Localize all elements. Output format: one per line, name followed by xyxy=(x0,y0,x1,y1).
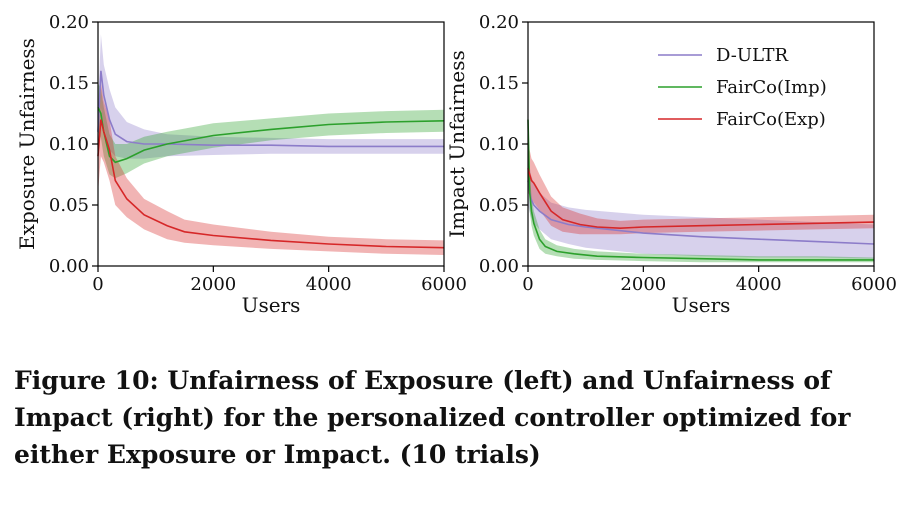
y-tick-label: 0.15 xyxy=(479,73,519,94)
x-tick-label: 6000 xyxy=(421,274,467,295)
x-tick-label: 0 xyxy=(92,274,103,295)
series-line-d-ultr xyxy=(97,70,444,148)
legend-label-fairco-exp: FairCo(Exp) xyxy=(716,109,826,130)
x-tick-label: 2000 xyxy=(190,274,236,295)
series-line-d-ultr xyxy=(527,180,875,245)
x-tick-label: 2000 xyxy=(620,274,666,295)
y-tick-label: 0.20 xyxy=(49,12,89,33)
figure-caption: Figure 10: Unfairness of Exposure (left)… xyxy=(14,366,851,469)
plot-area xyxy=(527,95,875,263)
chart-right: 0 2000 4000 6000 0.00 0.05 0.10 0.15 0.20 Users Im… xyxy=(445,12,897,317)
x-axis-label: Users xyxy=(672,293,731,317)
chart-left: 0 2000 4000 6000 0.00 0.05 0.10 0.15 0.20 Users Ex… xyxy=(15,12,467,317)
y-tick-label: 0.05 xyxy=(49,195,89,216)
legend: D-ULTR FairCo(Imp) FairCo(Exp) xyxy=(658,45,827,130)
y-tick-label: 0.10 xyxy=(49,134,89,155)
band-fairco-imp xyxy=(98,83,444,179)
x-axis-label: Users xyxy=(242,293,301,317)
x-tick-label: 6000 xyxy=(851,274,897,295)
plot-area xyxy=(97,34,445,255)
y-tick-label: 0.00 xyxy=(49,256,89,277)
band-fairco-exp xyxy=(98,83,444,255)
x-tick-label: 4000 xyxy=(306,274,352,295)
legend-label-fairco-imp: FairCo(Imp) xyxy=(716,77,827,98)
series-line-fairco-exp xyxy=(527,168,875,230)
figure: 0 2000 4000 6000 0.00 0.05 0.10 0.15 0.20 Users Ex… xyxy=(15,12,897,317)
x-tick-label: 4000 xyxy=(736,274,782,295)
legend-label-d-ultr: D-ULTR xyxy=(716,45,789,66)
band-fairco-exp xyxy=(528,137,874,235)
y-tick-label: 0.00 xyxy=(479,256,519,277)
series-line-fairco-exp xyxy=(97,119,445,249)
y-tick-label: 0.20 xyxy=(479,12,519,33)
y-tick-label: 0.15 xyxy=(49,73,89,94)
band-d-ultr xyxy=(528,156,874,259)
series-line-fairco-imp xyxy=(527,119,874,261)
y-axis-label: Impact Unfairness xyxy=(445,50,469,237)
y-axis-label: Exposure Unfairness xyxy=(15,38,39,250)
x-tick-label: 0 xyxy=(522,274,533,295)
y-tick-label: 0.10 xyxy=(479,134,519,155)
y-tick-label: 0.05 xyxy=(479,195,519,216)
